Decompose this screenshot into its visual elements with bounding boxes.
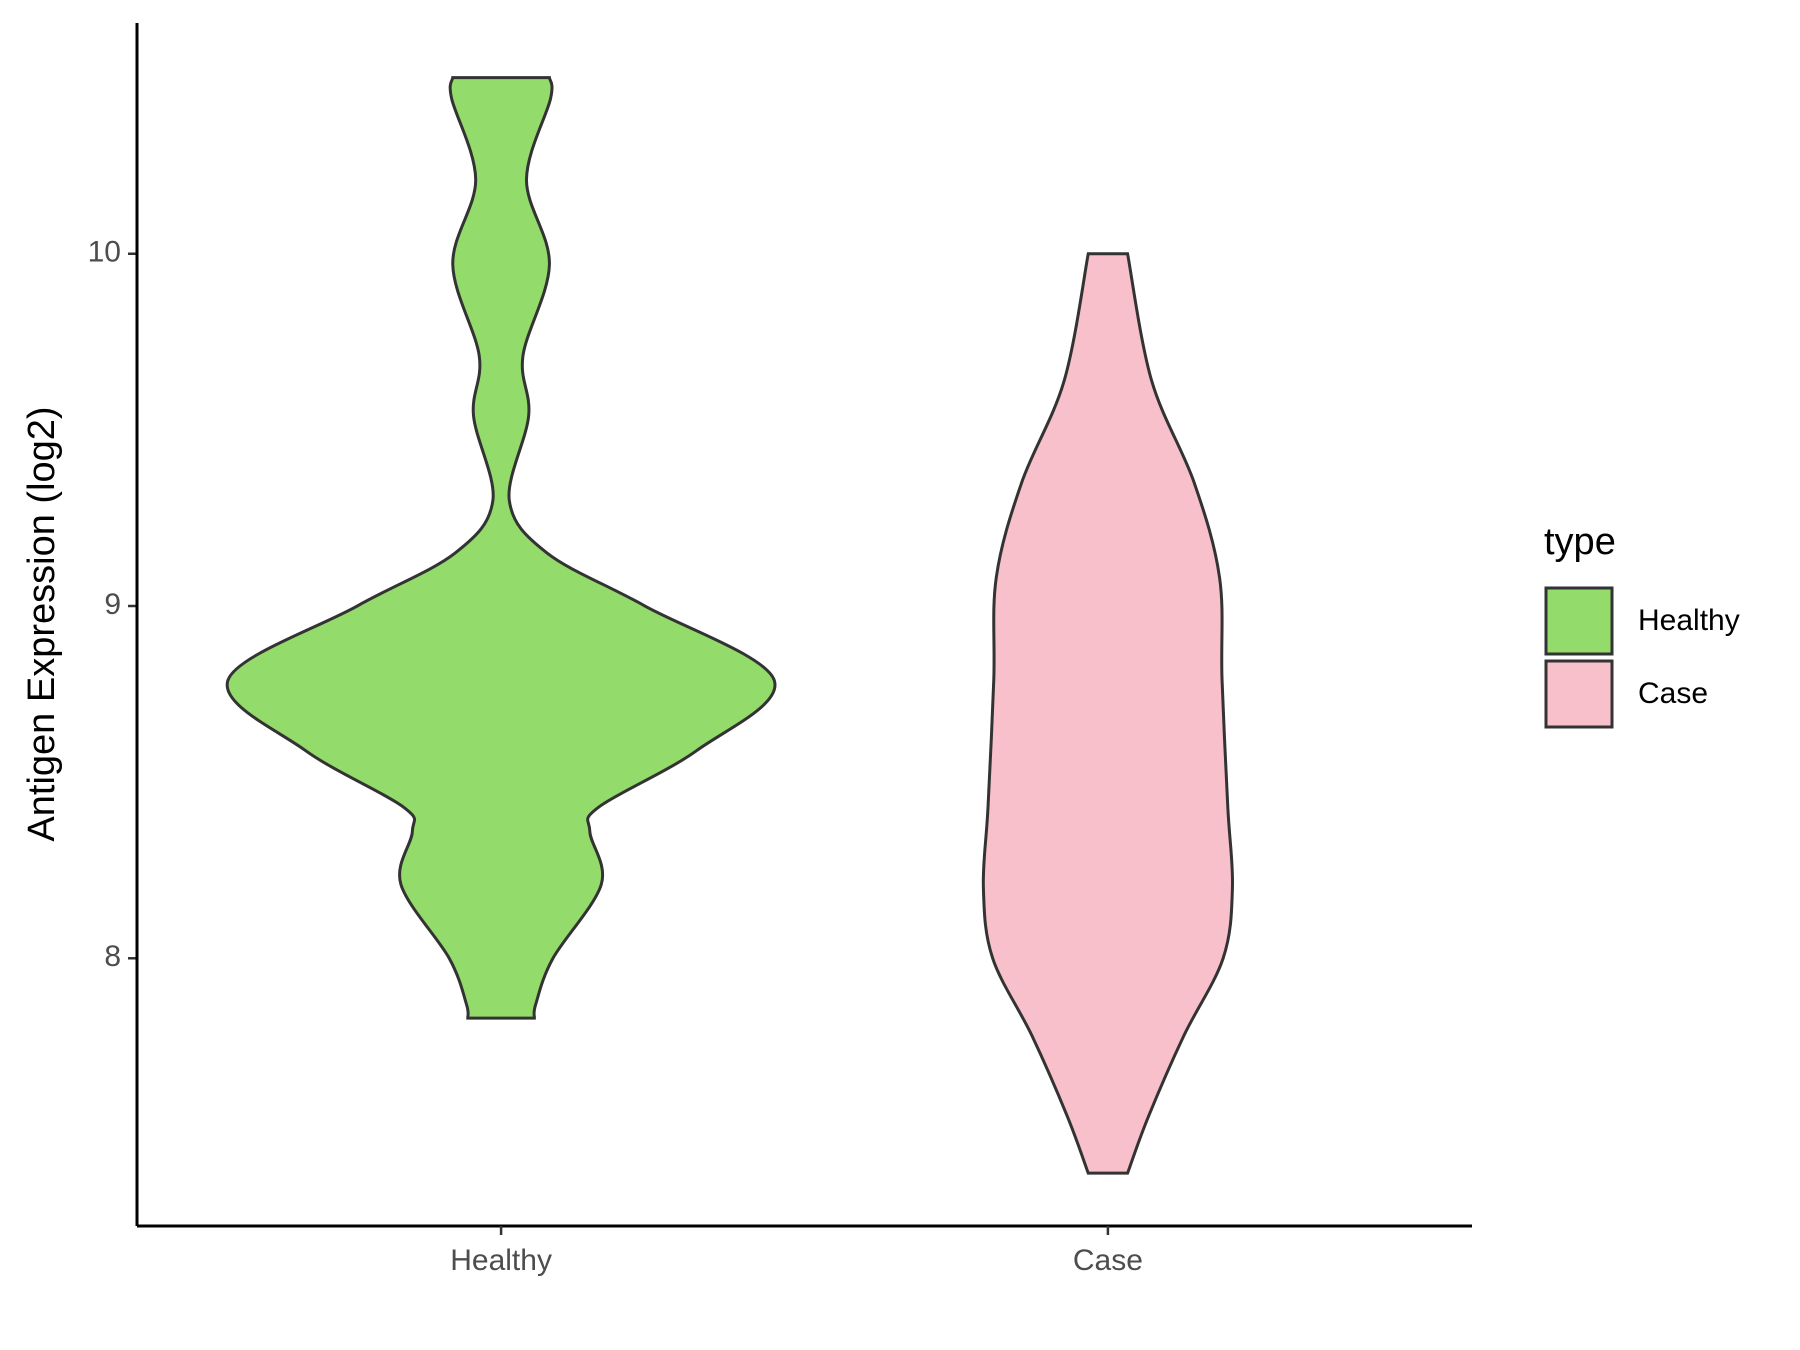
legend-label: Case <box>1638 677 1708 710</box>
violin <box>225 76 777 1020</box>
legend-key <box>1544 586 1614 656</box>
legend-label: Healthy <box>1638 604 1740 637</box>
x-tick-label: Case <box>1073 1244 1143 1277</box>
x-tick-label: Healthy <box>450 1244 552 1277</box>
y-tick-label: 10 <box>88 236 121 269</box>
violin <box>981 252 1235 1175</box>
y-tick-label: 9 <box>104 588 121 621</box>
legend-key <box>1544 659 1614 729</box>
legend-title: type <box>1544 521 1616 563</box>
y-axis-title: Antigen Expression (log2) <box>21 406 63 841</box>
y-tick-label: 8 <box>104 940 121 973</box>
